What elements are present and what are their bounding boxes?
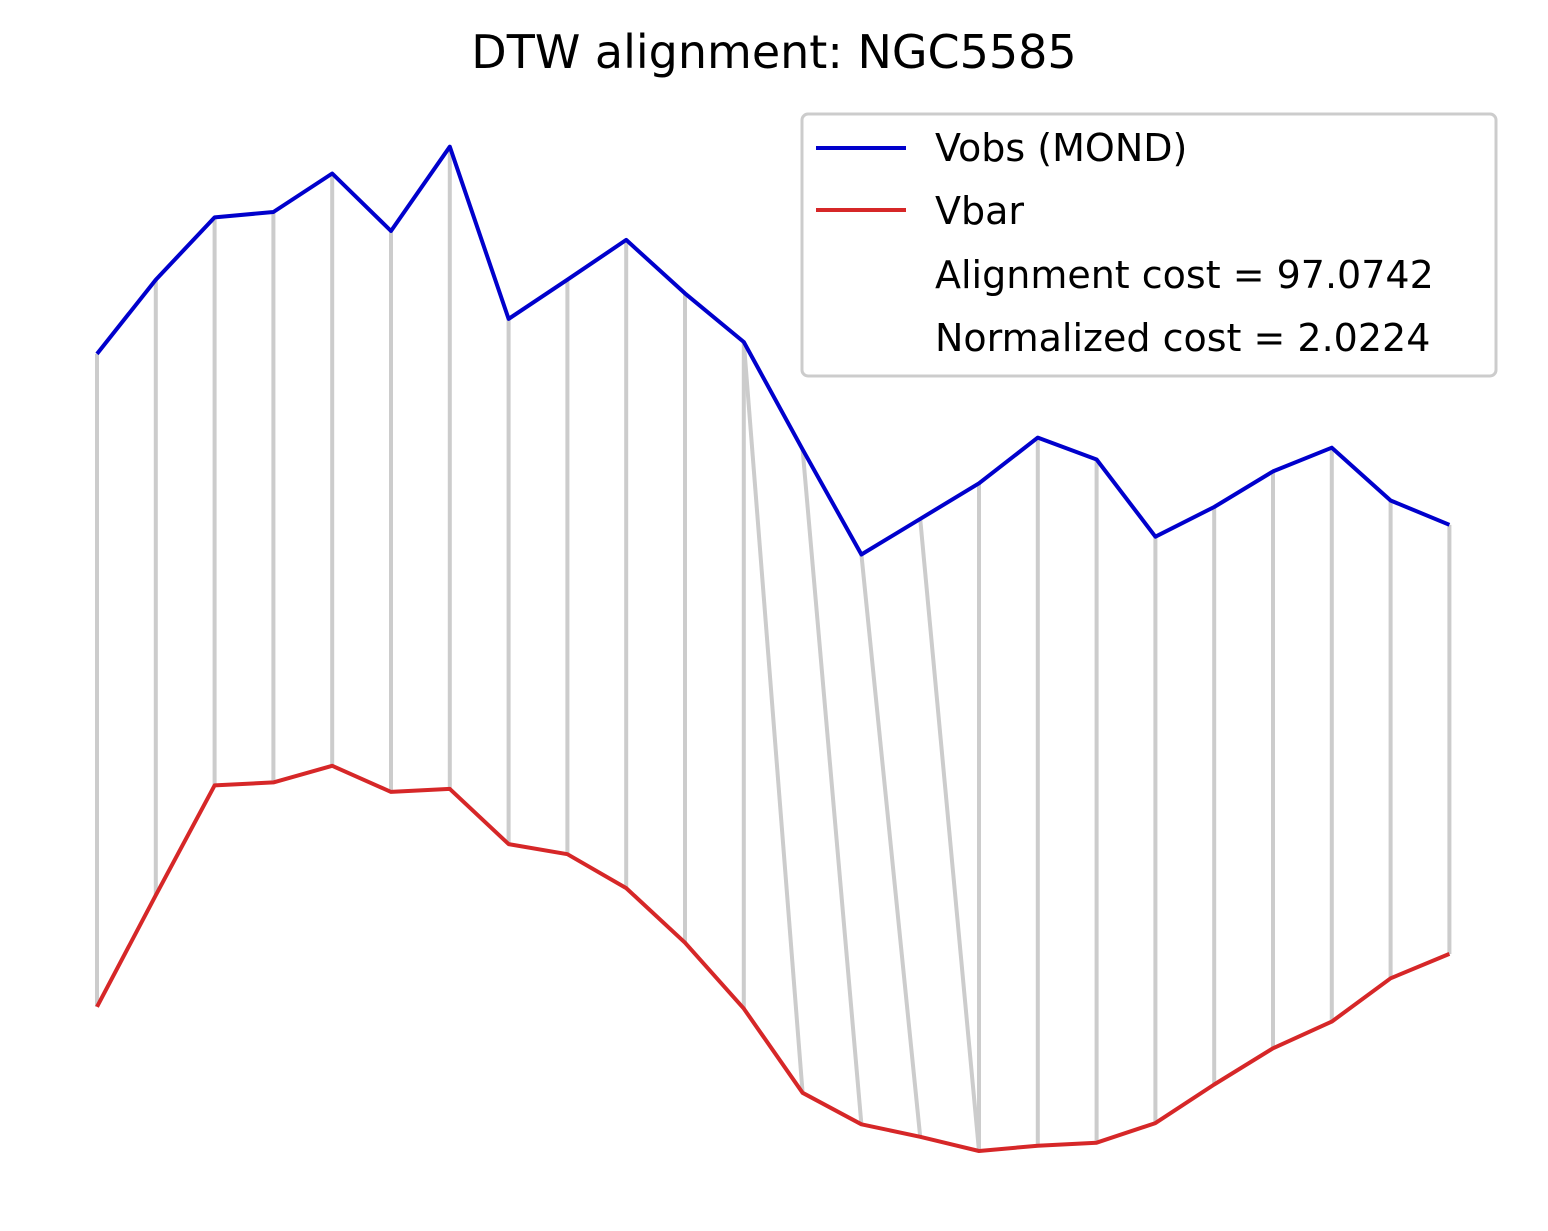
series-lines [95,144,1451,1153]
legend: Vobs (MOND) Vbar Alignment cost = 97.074… [800,112,1498,378]
legend-frame [800,112,1498,378]
alignment-connectors [95,146,1452,1152]
alignment-connector-14 [859,554,923,1137]
legend-label-vobs: Vobs (MOND) [935,126,1187,170]
chart-title: DTW alignment: NGC5585 [471,25,1076,79]
legend-label-vbar: Vbar [935,189,1024,233]
alignment-connector-13 [800,449,864,1125]
legend-alignment-cost: Alignment cost = 97.0742 [935,253,1434,297]
alignment-connector-12 [741,341,805,1093]
series-line-vbar [95,763,1451,1153]
series-line-vobs [95,144,1451,557]
alignment-connector-15 [918,518,981,1152]
legend-normalized-cost: Normalized cost = 2.0224 [935,316,1430,360]
